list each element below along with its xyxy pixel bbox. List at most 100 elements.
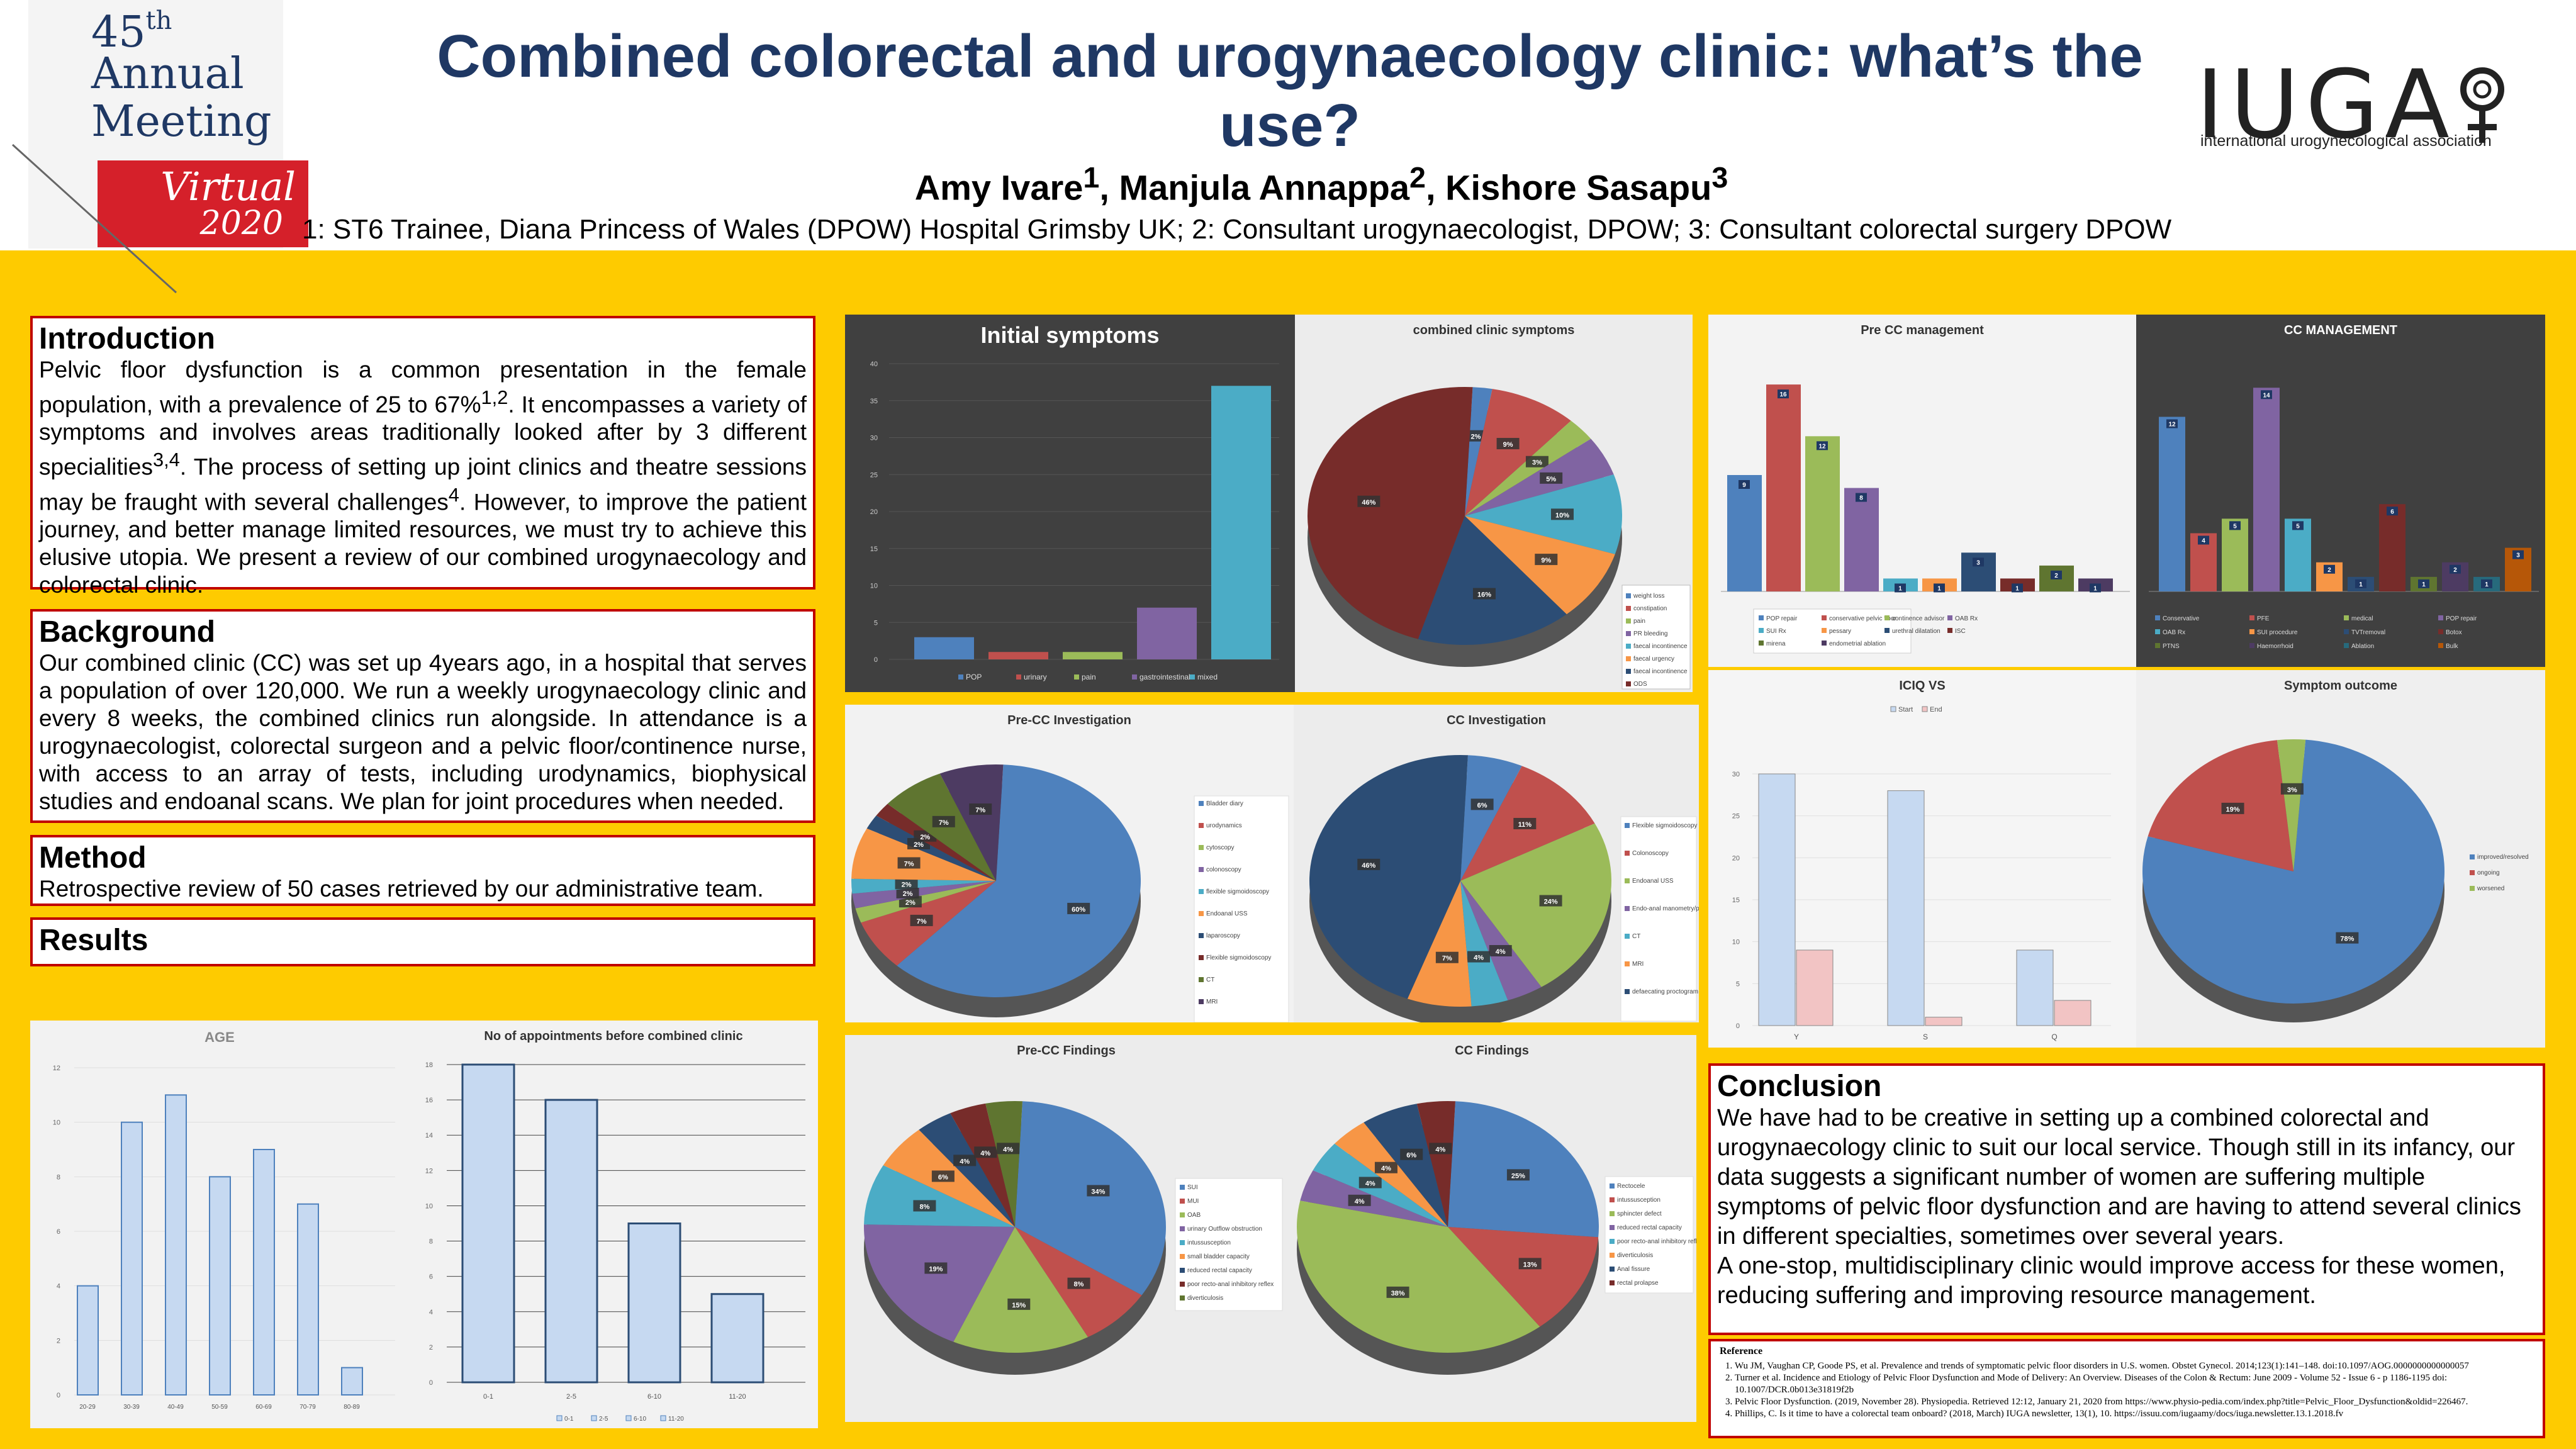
data-label-bg <box>2012 583 2023 593</box>
reference-item: Turner et al. Incidence and Etiology of … <box>1735 1372 2534 1396</box>
chart-title: Pre-CC Findings <box>1017 1044 1116 1058</box>
legend-entry: Flexible sigmoidoscopy <box>1632 822 1697 829</box>
data-label-bg <box>1550 508 1574 520</box>
pie-slice <box>2277 739 2306 871</box>
tick-label: 2 <box>57 1337 60 1345</box>
tick-label: 30-39 <box>123 1404 140 1411</box>
data-label: 46% <box>1362 862 1375 870</box>
legend-entry: reduced rectal capacity <box>1617 1224 1682 1231</box>
legend-swatch <box>2438 643 2443 648</box>
data-label: 1 <box>1937 585 1941 592</box>
references-box: Reference Wu JM, Vaughan CP, Goode PS, e… <box>1708 1339 2545 1438</box>
chart-title: No of appointments before combined clini… <box>484 1029 743 1043</box>
pie-slice <box>1308 387 1473 639</box>
data-label-bg <box>1357 858 1380 870</box>
chart-cc-findings: CC Findings 25% 13% 38% 4% 4% 4% 6% 4% Rectocele i… <box>1287 1035 1696 1422</box>
legend-swatch <box>1884 628 1890 633</box>
data-label-bg <box>1067 902 1090 914</box>
legend-entry: small bladder capacity <box>1187 1253 1250 1260</box>
data-label: 9% <box>1503 441 1513 449</box>
legend-swatch <box>1180 1240 1185 1245</box>
tick-label: Y <box>1794 1032 1799 1041</box>
introduction-text: Pelvic floor dysfunction is a common pre… <box>39 357 807 598</box>
legend-entry: CT <box>1632 933 1640 940</box>
pie-slice <box>1416 1101 1455 1227</box>
data-label-bg <box>1496 438 1520 450</box>
legend-entry: 0-1 <box>564 1416 574 1423</box>
data-label-bg <box>1386 1286 1409 1298</box>
legend-swatch <box>1180 1268 1185 1273</box>
data-label: 12 <box>2168 422 2176 428</box>
data-label: 12 <box>1818 443 1826 450</box>
chart-svg: 6% 11% 24% 4% 4% 7% 46% Flexible sigmoidoscopy C… <box>1309 755 1699 1022</box>
chart-svg: 0 2 4 6 8 10 12 14 16 18 0-1 2-5 6-10 11-20 0-1 2-5 6-10… <box>425 1061 805 1423</box>
legend-entry: Rectocele <box>1617 1183 1645 1190</box>
legend-swatch <box>2155 629 2160 634</box>
data-label-bg <box>974 1146 997 1158</box>
data-label-bg <box>2387 506 2398 516</box>
legend-swatch <box>1610 1197 1615 1202</box>
legend-box <box>1194 795 1289 1022</box>
legend-entry: mirena <box>1766 641 1786 647</box>
legend-entry: intussusception <box>1617 1197 1660 1204</box>
data-label: 4% <box>1474 954 1484 962</box>
legend-swatch <box>1625 878 1630 883</box>
reference-item: Wu JM, Vaughan CP, Goode PS, et al. Prev… <box>1735 1360 2534 1372</box>
conclusion-box: Conclusion We have had to be creative in… <box>1708 1063 2545 1335</box>
data-label-bg <box>1535 554 1558 566</box>
pie-slice <box>1297 1200 1540 1353</box>
legend-swatch <box>1625 989 1630 994</box>
data-label-bg <box>1489 945 1512 957</box>
legend-entry: improved/resolved <box>2477 854 2529 861</box>
pie-slice <box>1364 1104 1448 1227</box>
method-text: Retrospective review of 50 cases retriev… <box>39 876 764 902</box>
data-label-bg <box>896 887 919 898</box>
tick-label: Q <box>2051 1032 2057 1041</box>
legend-swatch <box>1074 674 1079 680</box>
legend-entry: Colonoscopy <box>1632 850 1669 857</box>
tick-label: 14 <box>425 1132 433 1139</box>
legend-swatch <box>1180 1254 1185 1259</box>
data-label-bg <box>2090 583 2101 593</box>
data-label-bg <box>1470 798 1494 810</box>
pie-slice <box>1465 389 1571 516</box>
legend-entry: colonoscopy <box>1206 866 1241 873</box>
legend-entry: 2-5 <box>599 1416 608 1423</box>
chart-cc-investigation: CC Investigation 6% 11% 24% 4% 4% 7% 46% Flexibl… <box>1294 705 1699 1022</box>
data-label-bg <box>1400 1148 1423 1160</box>
data-label: 2% <box>902 881 912 888</box>
data-label: 7% <box>975 807 985 814</box>
legend-entry: defaecating proctogram <box>1632 988 1698 995</box>
legend-entry: urodynamics <box>1206 822 1242 829</box>
tick-label: 10 <box>1732 939 1740 946</box>
legend-entry: Endoanal USS <box>1206 910 1248 917</box>
tick-label: 6-10 <box>647 1393 661 1401</box>
data-label: 6% <box>1406 1152 1416 1160</box>
bar <box>461 1063 515 1384</box>
data-label-bg <box>1518 1258 1542 1270</box>
legend-entry: POP <box>966 673 982 681</box>
tick-label: 5 <box>874 619 878 627</box>
chart-title: CC Findings <box>1455 1044 1529 1058</box>
data-label: 38% <box>1391 1290 1405 1297</box>
legend-swatch <box>1759 628 1764 633</box>
legend-entry: Bulk <box>2446 643 2458 650</box>
legend-swatch <box>1180 1212 1185 1217</box>
bar <box>1727 475 1762 591</box>
pie-slice <box>897 764 1141 997</box>
pie-slice <box>852 881 996 909</box>
data-label: 6 <box>2390 508 2394 515</box>
legend-entry: OAB Rx <box>1955 615 1978 622</box>
data-label-bg <box>1358 1177 1382 1189</box>
bar <box>914 637 974 659</box>
tick-label: 10 <box>425 1202 433 1210</box>
data-label-bg <box>899 896 922 908</box>
data-label: 16 <box>1779 391 1787 398</box>
data-label-bg <box>997 1143 1020 1155</box>
data-label-bg <box>1778 389 1789 399</box>
pie-slice <box>1309 755 1468 999</box>
legend-entry: pessary <box>1829 628 1851 635</box>
data-label: 34% <box>1091 1188 1105 1195</box>
chart-iciq-vs: ICIQ VS 0 5 10 15 20 25 30 Y S Q Start End <box>1708 670 2136 1048</box>
